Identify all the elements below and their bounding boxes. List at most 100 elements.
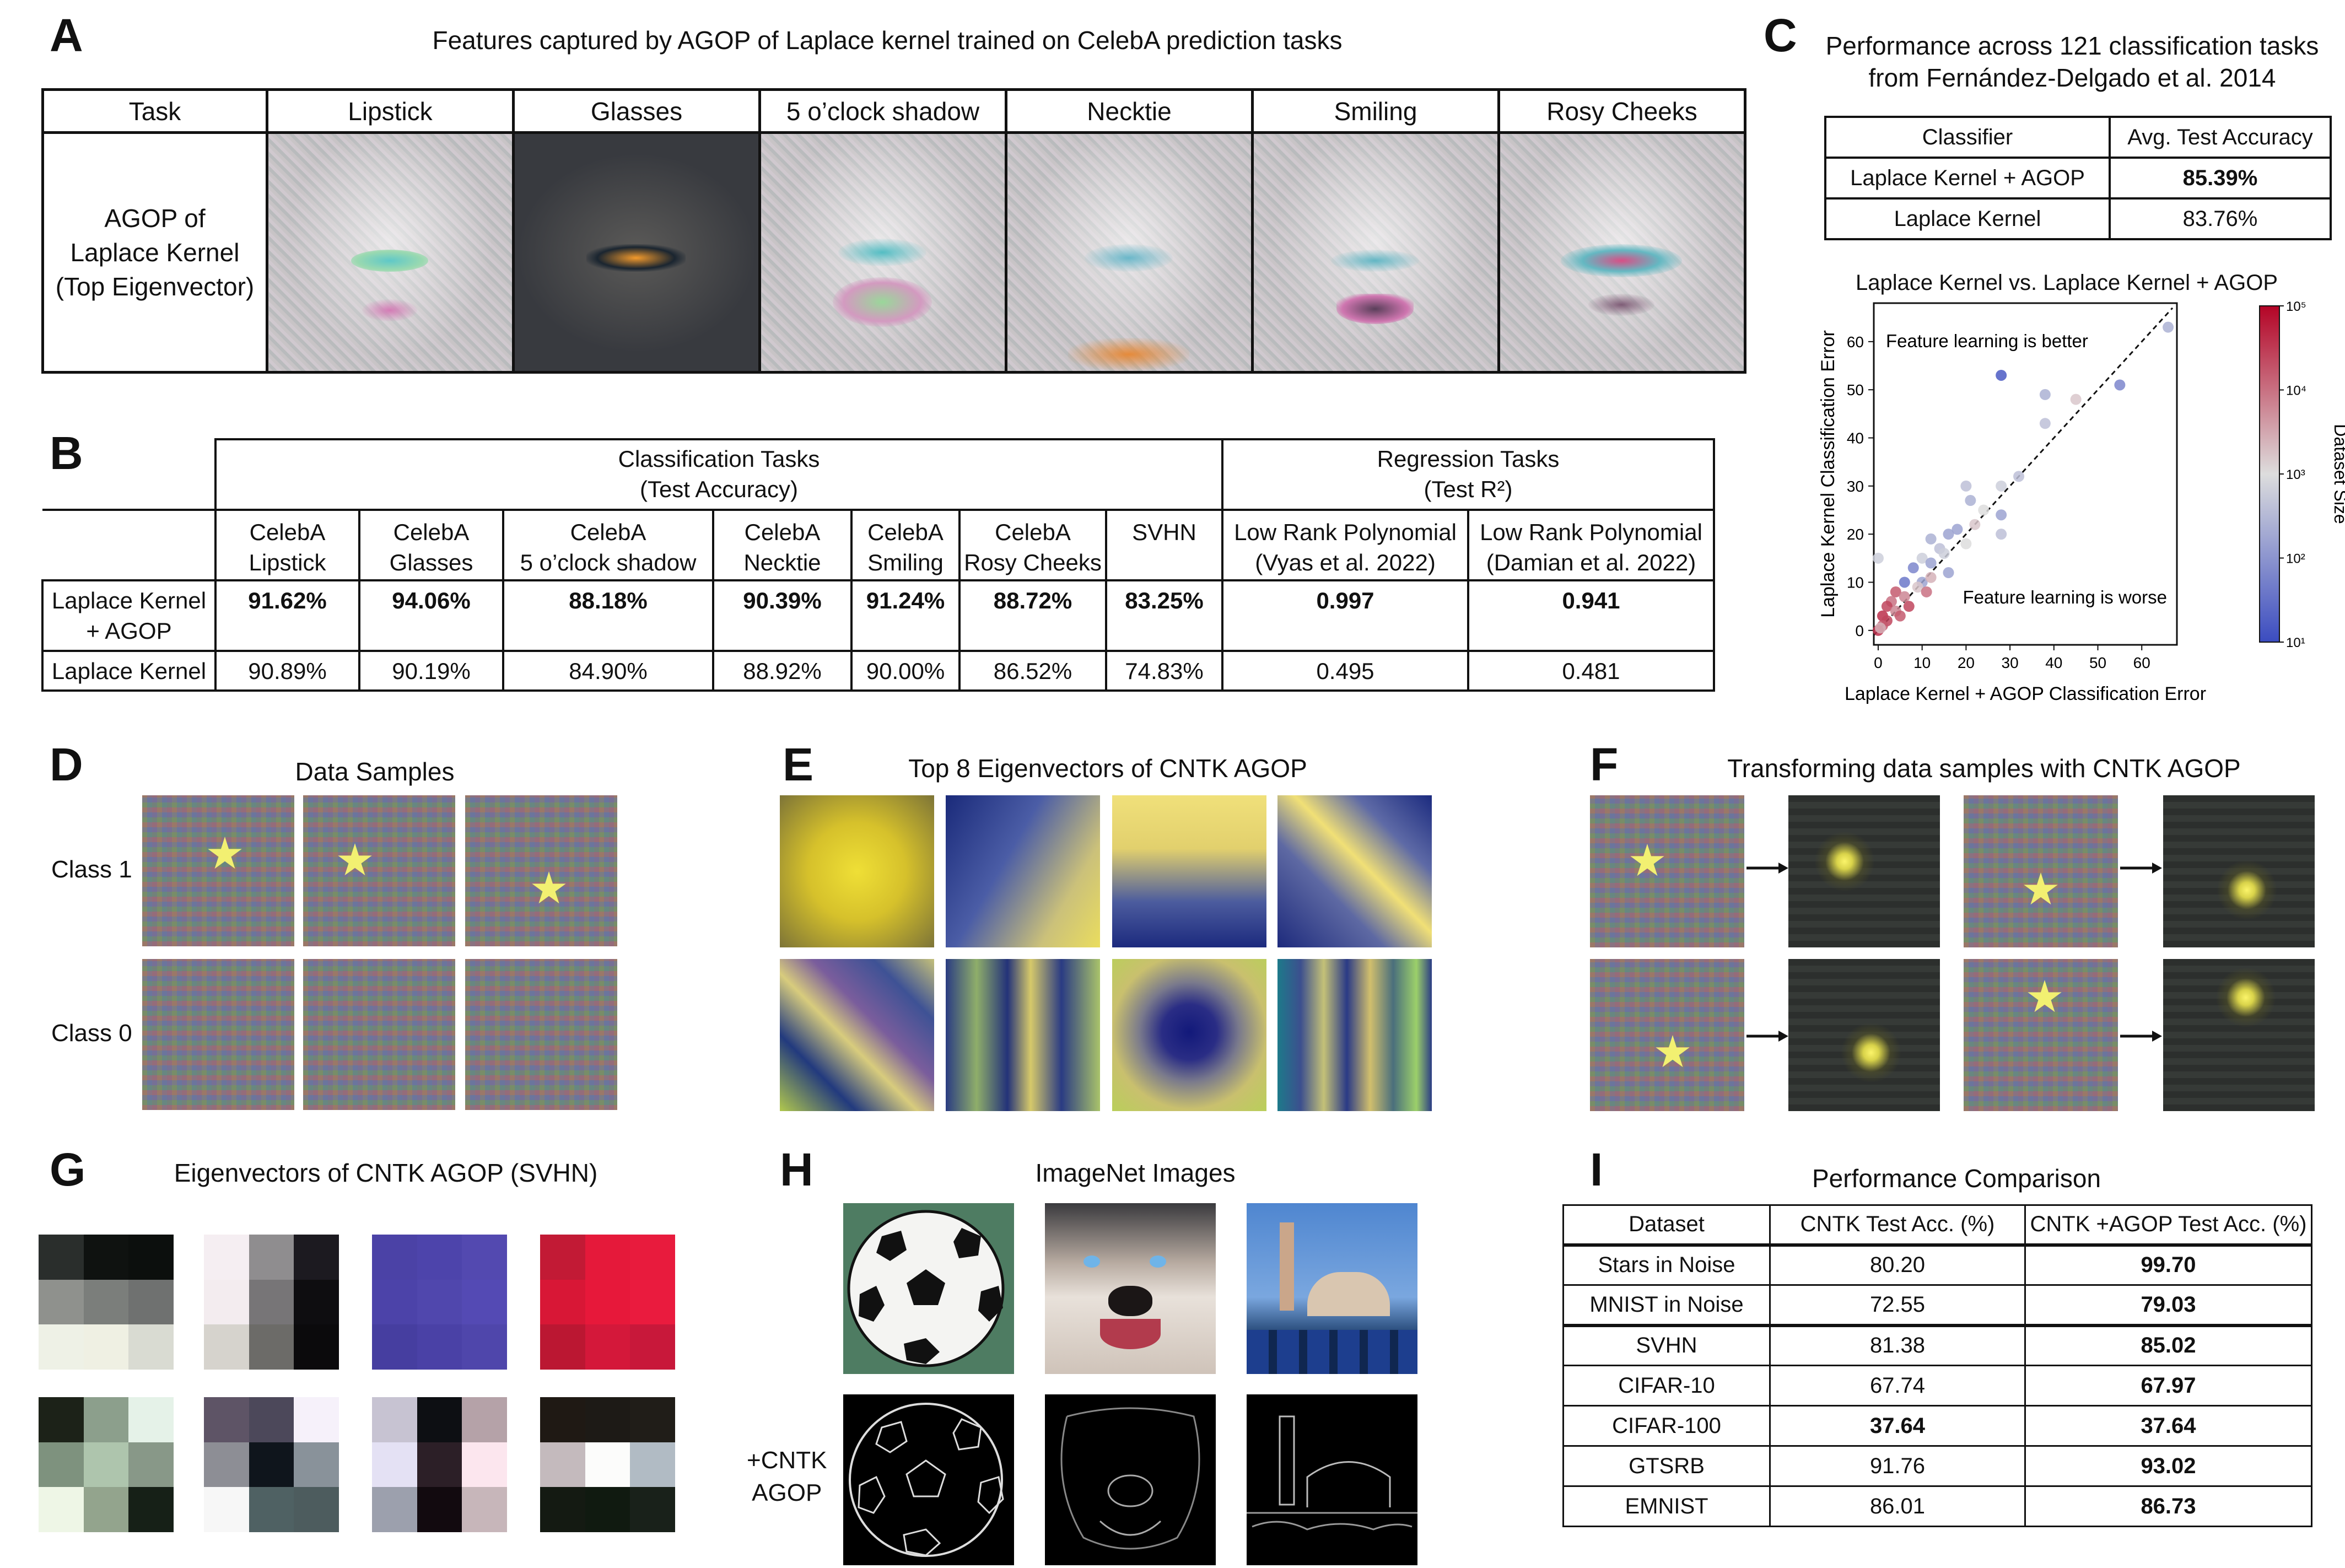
scatter-point: [1874, 622, 1886, 634]
arrow-icon: [1746, 1031, 1788, 1042]
result-cell: 0.495: [1221, 650, 1469, 692]
patch-pixel: [462, 1324, 507, 1370]
patch-pixel: [249, 1442, 294, 1488]
panel-a-table: Task Lipstick Glasses 5 o’clock shadow N…: [41, 88, 1746, 374]
cell-agop: 37.64: [2024, 1405, 2312, 1447]
classifier-name: Laplace Kernel: [1824, 197, 2111, 240]
task-column-header: Low Rank Polynomial (Vyas et al. 2022): [1221, 509, 1469, 581]
result-cell: 83.25%: [1105, 579, 1223, 652]
panel-h-label: H: [780, 1144, 813, 1195]
cell-dataset: MNIST in Noise: [1562, 1284, 1771, 1327]
svhn-eigenvector-patch: [540, 1397, 675, 1532]
patch-pixel: [372, 1235, 417, 1280]
patch-pixel: [462, 1397, 507, 1442]
patch-pixel: [83, 1397, 129, 1442]
soccer-ball-icon: [847, 1210, 1005, 1367]
soccer-ball-edge-icon: [849, 1403, 1004, 1557]
table-row: MNIST in Noise 72.55 79.03: [1562, 1284, 2312, 1327]
result-cell: 91.62%: [214, 579, 360, 652]
patch-pixel: [294, 1442, 339, 1488]
eigenvector-1: [780, 795, 934, 947]
panel-c-title: Performance across 121 classification ta…: [1808, 30, 2337, 94]
blank-corner: [42, 439, 217, 511]
scatter-point: [1952, 524, 1963, 535]
eigvec-image-rosy-cheeks: [1497, 131, 1746, 374]
svhn-eigenvector-patch: [39, 1235, 174, 1370]
patch-pixel: [294, 1279, 339, 1325]
scatter-point: [2114, 379, 2126, 391]
result-cell: 88.72%: [958, 579, 1107, 652]
table-row: SVHN 81.38 85.02: [1562, 1324, 2312, 1366]
patch-pixel: [39, 1279, 84, 1325]
y-tick-label: 10: [1847, 574, 1864, 591]
patch-pixel: [39, 1442, 84, 1488]
colorbar-label: Dataset Size: [2331, 424, 2345, 524]
panel-e-label: E: [783, 739, 814, 790]
patch-pixel: [39, 1324, 84, 1370]
patch-pixel: [249, 1397, 294, 1442]
scatter-point: [2070, 394, 2082, 405]
header-cntk-agop: CNTK +AGOP Test Acc. (%): [2024, 1204, 2312, 1247]
scatter-point: [1965, 495, 1976, 506]
patch-pixel: [128, 1487, 174, 1532]
scatter-title: Laplace Kernel vs. Laplace Kernel + AGOP: [1855, 271, 2278, 295]
task-column-header: CelebA Lipstick: [214, 509, 360, 581]
row-label-line3: (Top Eigenvector): [55, 272, 255, 301]
method-label: Laplace Kernel + AGOP: [41, 579, 217, 652]
soccer-ball-image: [843, 1203, 1014, 1374]
patch-pixel: [540, 1235, 585, 1280]
patch-pixel: [83, 1487, 129, 1532]
result-cell: 90.89%: [214, 650, 360, 692]
result-cell: 90.00%: [850, 650, 961, 692]
panel-g-title: Eigenvectors of CNTK AGOP (SVHN): [174, 1159, 598, 1187]
cell-cntk: 91.76: [1769, 1445, 2026, 1487]
scatter-point: [1912, 581, 1923, 593]
eigenvector-2: [946, 795, 1100, 947]
patch-pixel: [83, 1279, 129, 1325]
group-subtitle: (Test Accuracy): [639, 476, 799, 502]
patch-pixel: [372, 1487, 417, 1532]
f-output-3: [1788, 959, 1940, 1111]
cell-agop: 99.70: [2024, 1244, 2312, 1286]
panel-i-table: Dataset CNTK Test Acc. (%) CNTK +AGOP Te…: [1562, 1204, 2312, 1527]
table-row: EMNIST 86.01 86.73: [1562, 1485, 2312, 1527]
classifier-name: Laplace Kernel + AGOP: [1824, 157, 2111, 200]
patch-pixel: [128, 1235, 174, 1280]
husky-edges: [1045, 1394, 1216, 1565]
y-tick-label: 30: [1847, 478, 1864, 495]
scatter-point: [2039, 389, 2051, 400]
result-cell: 88.92%: [712, 650, 853, 692]
task-column-header: CelebA Rosy Cheeks: [958, 509, 1107, 581]
column-header-line: 5 o’clock shadow: [520, 549, 697, 575]
patch-pixel: [462, 1279, 507, 1325]
patch-pixel: [204, 1397, 249, 1442]
panel-c-title-line2: from Fernández-Delgado et al. 2014: [1868, 63, 2276, 92]
patch-pixel: [249, 1235, 294, 1280]
header-accuracy: Avg. Test Accuracy: [2109, 116, 2332, 159]
svhn-eigenvector-patch: [372, 1235, 507, 1370]
scatter-point: [1899, 591, 1910, 602]
classification-group-header: Classification Tasks (Test Accuracy): [214, 438, 1223, 511]
row-label-line2: Laplace Kernel: [70, 238, 240, 267]
patch-pixel: [294, 1235, 339, 1280]
patch-pixel: [417, 1279, 462, 1325]
plot-frame: [1873, 302, 2178, 646]
scatter-point: [1943, 567, 1954, 579]
column-header-line: Necktie: [743, 549, 821, 575]
svhn-eigenvector-patch: [204, 1397, 339, 1532]
eigvec-image-lipstick: [266, 131, 515, 374]
eigenvector-5: [780, 959, 934, 1111]
scatter-point: [1978, 504, 1990, 516]
patch-pixel: [128, 1442, 174, 1488]
scatter-point: [1925, 572, 1937, 583]
patch-pixel: [630, 1235, 675, 1280]
sample-class0-3: [465, 959, 617, 1110]
scatter-point: [1969, 519, 1981, 530]
x-tick-label: 10: [1913, 654, 1931, 671]
scatter-point: [1916, 552, 1928, 564]
column-header-line: Low Rank Polynomial: [1480, 519, 1702, 545]
column-header-line: Smiling: [867, 549, 944, 575]
patch-pixel: [585, 1442, 630, 1488]
sample-class1-1: [142, 795, 294, 946]
patch-pixel: [630, 1279, 675, 1325]
